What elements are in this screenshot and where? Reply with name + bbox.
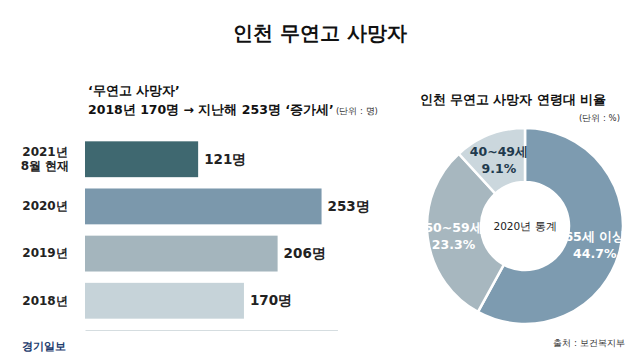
tick-label: 2018년 — [22, 294, 67, 308]
pie-chart: 인천 무연고 사망자 연령대 비율 (단위 : %) 2020년 통계 65세 이상 4… — [420, 92, 625, 324]
chart-subtitle: 2018년 170명 → 지난해 253명 ‘증가세’ — [88, 102, 334, 117]
bar — [85, 141, 198, 177]
data-labels: 65세 이상 44.7% 50~59세 23.3% 40~49세 9.1% — [424, 144, 625, 261]
tick-label: 2020년 — [22, 199, 67, 213]
center-label: 2020년 통계 — [493, 220, 556, 232]
tick: 2018년 — [22, 294, 85, 308]
y-axis: 2021년8월 현재 2020년 2019년 2018년 — [21, 131, 86, 331]
title: 인천 무연고 사망자 — [233, 21, 407, 45]
tick: 2020년 — [22, 199, 85, 213]
axis-line — [85, 131, 86, 331]
canvas: 인천 무연고 사망자경기일보 출처 : 보건복지부 ‘무연고 사망자’ 2018년 1… — [0, 0, 640, 359]
tick: 2019년 — [22, 246, 85, 260]
data-label: 253명 — [328, 198, 370, 214]
bar — [85, 188, 322, 224]
source: 출처 : 보건복지부 — [553, 338, 625, 348]
slice-name: 50~59세 — [424, 220, 482, 235]
tick: 2021년8월 현재 — [21, 145, 85, 173]
credit: 경기일보 — [22, 340, 66, 353]
slice-name: 65세 이상 — [564, 229, 625, 244]
tick-label: 2019년 — [22, 246, 67, 260]
unit-note: (단위 : %) — [579, 113, 620, 123]
bar-chart: ‘무연고 사망자’ 2018년 170명 → 지난해 253명 ‘증가세’(단위 … — [21, 83, 378, 331]
pie: 2020년 통계 65세 이상 44.7% 50~59세 23.3% 40~49세 9.1% — [424, 128, 625, 324]
data-labels: 121명 253명 206명 170명 — [204, 151, 370, 309]
bars — [85, 141, 322, 318]
data-label: 23.3% — [432, 237, 476, 252]
data-label: 44.7% — [573, 246, 617, 261]
data-label: 206명 — [284, 245, 326, 261]
axis-line — [86, 330, 338, 331]
bar — [85, 283, 244, 319]
slice-name: 40~49세 — [470, 144, 528, 159]
chart-title: 인천 무연고 사망자 연령대 비율 — [420, 92, 606, 107]
data-label: 9.1% — [482, 161, 517, 176]
x-axis — [86, 330, 338, 331]
data-label: 170명 — [250, 292, 292, 308]
data-label: 121명 — [204, 151, 246, 167]
unit-note: (단위 : 명) — [336, 106, 378, 116]
bar — [85, 236, 278, 272]
slice — [459, 128, 525, 194]
tick-label: 2021년8월 현재 — [21, 145, 70, 173]
chart-title: ‘무연고 사망자’ — [88, 83, 180, 98]
